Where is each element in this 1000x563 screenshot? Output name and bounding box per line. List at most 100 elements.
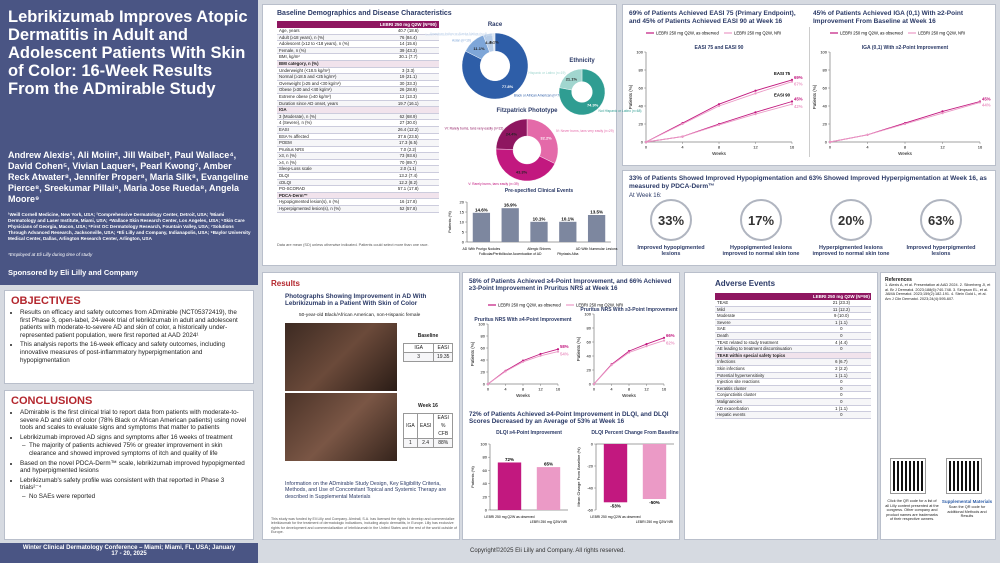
cell: 52 (57.8) xyxy=(377,205,439,213)
heading: References xyxy=(885,277,912,283)
cell: 0 xyxy=(811,385,871,393)
value-label: 10.1% xyxy=(561,216,574,221)
value-label: 21.1% xyxy=(566,77,578,82)
note: *Employed at Eli Lilly during time of st… xyxy=(8,252,93,257)
cell: Malignancies xyxy=(715,398,812,406)
slice xyxy=(526,118,559,164)
x-tick-label: 0 xyxy=(487,387,490,392)
cell: 0 xyxy=(811,411,871,419)
chart-title: EASI 75 and EASI 90 xyxy=(695,45,744,51)
cell: 4 (4.4) xyxy=(811,339,871,347)
point xyxy=(717,104,721,108)
point xyxy=(539,354,542,357)
label: Week 16 xyxy=(418,403,438,409)
series-line xyxy=(645,81,793,143)
value-label: 74.9% xyxy=(587,102,599,107)
y-tick-label: 20 xyxy=(639,122,644,127)
cell: 0 xyxy=(811,332,871,340)
y-tick-label: 40 xyxy=(481,358,486,363)
authors: Andrew Alexis¹, Ali Moiin², Jill Waibel³… xyxy=(8,150,249,204)
cell: 62 (68.9) xyxy=(377,113,439,121)
slice xyxy=(559,68,583,91)
cell: IGA xyxy=(403,413,418,439)
cell: TEAE related to study treatment xyxy=(715,339,812,347)
slice-label: IV: Never burns, tans very easily (n=29) xyxy=(556,129,614,133)
cell: 1 xyxy=(403,438,418,448)
y-tick-label: 40 xyxy=(639,104,644,109)
bullet-text: Based on the novel PDCA-Derm™ scale, leb… xyxy=(20,459,245,475)
row: ≥3, n (%) 73 (93.6) xyxy=(277,152,439,160)
point xyxy=(610,364,613,367)
baseline-panel: Baseline Demographics and Disease Charac… xyxy=(262,4,617,266)
cell: 0 xyxy=(811,398,871,406)
bar xyxy=(472,212,491,242)
bar xyxy=(536,467,561,510)
cell: 30.1 (7.7) xyxy=(377,53,439,61)
cell: 3 (3.3) xyxy=(377,67,439,75)
value-label: 72% xyxy=(505,457,514,462)
value-label: 1.1% xyxy=(490,40,500,45)
slice xyxy=(558,68,606,116)
point xyxy=(754,92,757,95)
cell: 0 xyxy=(811,325,871,333)
cell: Severe xyxy=(715,319,812,327)
chart-title: Pre-specified Clinical Events xyxy=(505,188,574,194)
qr-code[interactable] xyxy=(946,458,982,494)
y-tick-label: 60 xyxy=(481,346,486,351)
legend-label: LEBRI 250 mg Q2W, NRI xyxy=(734,31,781,36)
x-tick-label: 16 xyxy=(978,145,983,150)
y-tick-label: 20 xyxy=(823,122,828,127)
cell: Female, n (%) xyxy=(277,47,378,55)
qr-code[interactable] xyxy=(890,458,926,494)
cell: 19.7 (16.1) xyxy=(377,100,439,108)
references-panel: References 1. Alexis A, et al. Presentat… xyxy=(880,272,996,540)
y-tick-label: -60 xyxy=(587,508,594,513)
photo-table: IGA EASI EASI % CFB 1 2.4 88% xyxy=(403,413,453,448)
cell: Extreme obese (≥40 kg/m²) xyxy=(277,93,378,101)
cell: Adolescent (≥12 to <18 years), n (%) xyxy=(277,40,378,48)
legend-label: LEBRI 250 mg Q2W, as observed xyxy=(840,31,904,36)
row: Infections 6 (6.7) xyxy=(715,358,871,366)
row: Skin infections 2 (2.2) xyxy=(715,365,871,373)
y-axis-label: Mean Change From Baseline (%) xyxy=(576,447,581,507)
photo-baseline xyxy=(285,323,397,391)
subtitle: At Week 16: xyxy=(629,193,662,199)
row: Sleep-Loss scale 2.0 (1.1) xyxy=(277,165,439,174)
blank xyxy=(277,21,378,28)
y-tick-label: 80 xyxy=(823,68,828,73)
stat-circle: 63% xyxy=(920,199,962,241)
series-line xyxy=(487,351,559,385)
cell: 17.3 (6.5) xyxy=(377,139,439,147)
x-tick-label: LEBRI 250 mg Q2W as observed xyxy=(484,515,534,519)
x-tick-label: Follicular/Perifollicular Accentuation o… xyxy=(479,252,542,256)
stat-circle: 20% xyxy=(830,199,872,241)
y-tick-label: 60 xyxy=(587,340,592,345)
cell: Hyperpigmented lesion(s), n (%) xyxy=(277,205,378,213)
value-label: 32.2% xyxy=(540,136,552,141)
chart: Pruritus NRS With ≥3-Point Improvement 0 2… xyxy=(576,307,678,398)
row: BMI, kg/m² 30.1 (7.7) xyxy=(277,53,439,61)
series-line xyxy=(645,79,793,143)
photo-title: Photographs Showing Improvement in AD Wi… xyxy=(285,293,427,308)
row: PDCA-Derm™ xyxy=(277,192,439,200)
point xyxy=(754,111,757,114)
title-panel: Lebrikizumab Improves Atopic Dermatitis … xyxy=(0,0,258,285)
x-tick-label: AD With Nummular Lesions xyxy=(576,247,618,251)
row: Normal (≥18.5 and <25 kg/m²) 19 (21.1) xyxy=(277,73,439,81)
cell: EASI xyxy=(416,413,435,439)
point xyxy=(717,103,721,106)
x-tick-label: LEBRI 250 mg Q2W as observed xyxy=(590,515,640,519)
cell: EASI xyxy=(277,126,378,134)
point xyxy=(681,135,684,138)
cell: 26.4 (12.2) xyxy=(377,126,439,134)
value-label: 69% xyxy=(794,75,803,80)
value-label: 13.5% xyxy=(590,210,603,215)
slice xyxy=(495,148,556,182)
series-line xyxy=(829,101,981,143)
value-label: 24.4% xyxy=(506,131,518,136)
cell: AE leading to treatment discontinuation xyxy=(715,345,812,353)
cell: 1 (1.1) xyxy=(811,319,871,327)
chart-title: Fitzpatrick Phototype xyxy=(496,108,558,114)
col-header: LEBRI 250 mg Q2W (N=90) xyxy=(811,293,871,300)
cell: PDCA-Derm™ xyxy=(277,192,439,200)
